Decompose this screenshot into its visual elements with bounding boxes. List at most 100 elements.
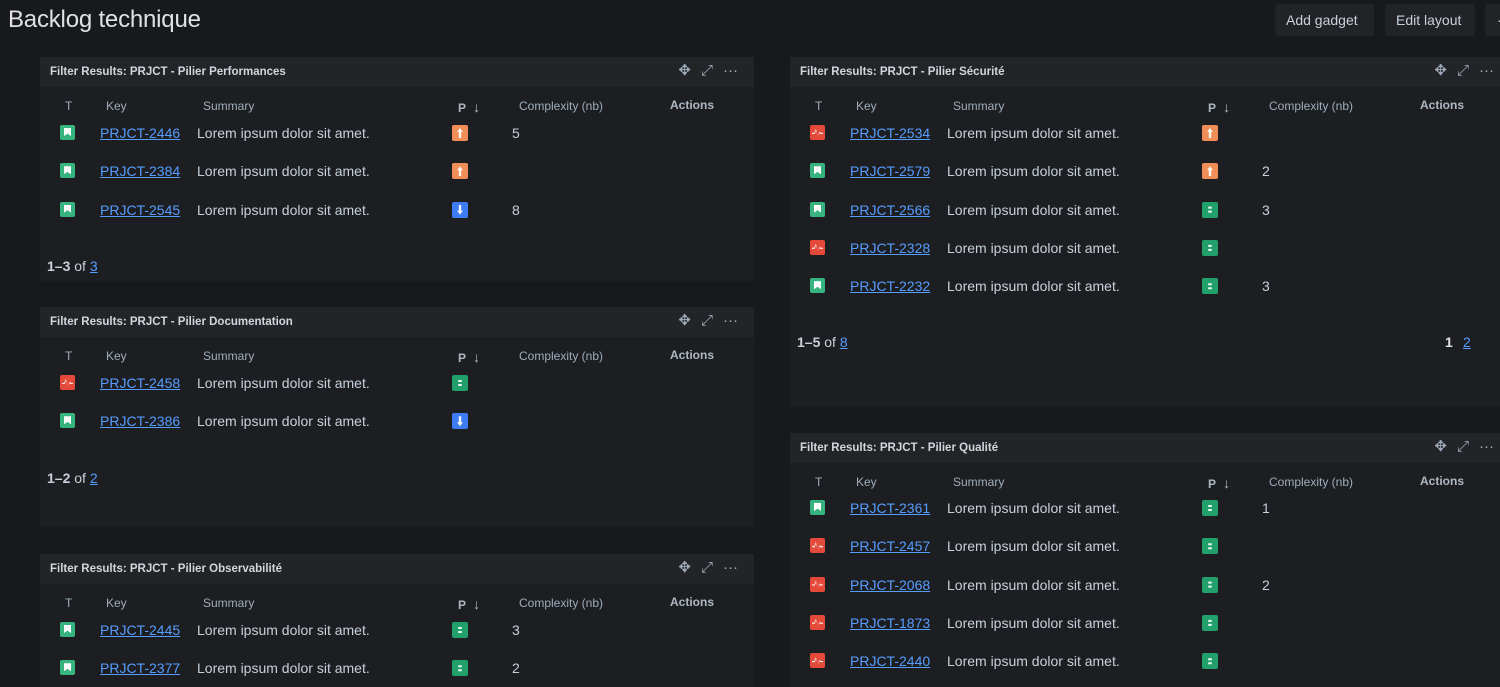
column-header-priority[interactable]: P ↓ [1208,475,1230,491]
column-header-type[interactable]: T [65,99,73,113]
story-icon [810,163,825,179]
gadget-header[interactable]: Filter Results: PRJCT - Pilier Qualité ✥… [790,433,1500,463]
column-header-complexity[interactable]: Complexity (nb) [1269,475,1354,489]
issue-key-link[interactable]: PRJCT-2361 [850,500,931,516]
move-icon[interactable]: ✥ [678,62,691,79]
issue-summary: Lorem ipsum dolor sit amet. [947,201,1120,218]
move-icon[interactable]: ✥ [1434,62,1447,79]
more-actions-button[interactable]: · [1485,4,1500,36]
issue-key-link[interactable]: PRJCT-2534 [850,125,931,141]
gadget-header[interactable]: Filter Results: PRJCT - Pilier Documenta… [40,307,754,337]
column-header-summary[interactable]: Summary [953,475,1005,489]
expand-icon[interactable]: ⤢ [700,312,713,329]
table-row: PRJCT-2445 Lorem ipsum dolor sit amet. 3 [40,613,754,647]
column-header-summary[interactable]: Summary [203,99,255,113]
page-number-1[interactable]: 1 [1445,334,1453,350]
issue-summary: Lorem ipsum dolor sit amet. [947,576,1120,593]
priority-medium-icon [1202,201,1218,218]
issue-key-link[interactable]: PRJCT-2579 [850,163,931,180]
issue-key-link[interactable]: PRJCT-2545 [100,201,181,218]
table-row: PRJCT-2566 Lorem ipsum dolor sit amet. 3 [790,193,1500,227]
expand-icon[interactable]: ⤢ [700,62,713,79]
sort-arrow-down-icon: ↓ [1223,475,1231,491]
pagination-range: 1–2 [47,470,71,486]
issue-key-link[interactable]: PRJCT-2458 [100,375,181,391]
column-header-complexity[interactable]: Complexity (nb) [1269,99,1354,113]
bug-icon [810,653,825,669]
expand-icon[interactable]: ⤢ [700,559,713,576]
column-header-type[interactable]: T [815,475,823,489]
column-header-priority[interactable]: P ↓ [458,349,480,365]
issue-key-link[interactable]: PRJCT-2446 [100,125,181,141]
priority-label: P [458,351,466,365]
story-icon [60,622,75,637]
column-header-complexity[interactable]: Complexity (nb) [519,99,604,113]
issue-key-link[interactable]: PRJCT-2068 [850,576,931,593]
table-row: PRJCT-2440 Lorem ipsum dolor sit amet. [790,644,1500,678]
issue-summary: Lorem ipsum dolor sit amet. [947,614,1120,631]
pagination-total-link[interactable]: 2 [89,470,98,486]
priority-medium-icon [452,622,468,638]
column-header-priority[interactable]: P ↓ [458,596,480,612]
more-icon[interactable]: ··· [1479,438,1494,455]
issue-key-link[interactable]: PRJCT-2440 [850,653,931,670]
column-header-summary[interactable]: Summary [203,349,255,363]
pagination-summary: 1–3 of 3 [47,258,98,274]
priority-high-icon [1202,125,1218,141]
story-icon [810,278,825,294]
column-header-summary[interactable]: Summary [203,596,255,610]
column-header-complexity[interactable]: Complexity (nb) [519,349,604,363]
expand-icon[interactable]: ⤢ [1456,62,1469,79]
table-row: PRJCT-2545 Lorem ipsum dolor sit amet. 8 [40,193,754,227]
pagination-total-link[interactable]: 3 [89,258,98,274]
issue-summary: Lorem ipsum dolor sit amet. [197,201,370,218]
gadget-title: Filter Results: PRJCT - Pilier Performan… [50,66,286,78]
complexity-value: 3 [1262,201,1270,218]
column-header-key[interactable]: Key [106,596,127,610]
pagination-range: 1–3 [47,258,71,274]
edit-layout-button[interactable]: Edit layout [1385,4,1475,36]
table-row: PRJCT-2328 Lorem ipsum dolor sit amet. [790,231,1500,265]
gadget-header[interactable]: Filter Results: PRJCT - Pilier Sécurité … [790,57,1500,87]
add-gadget-button[interactable]: Add gadget [1275,4,1374,36]
expand-icon[interactable]: ⤢ [1456,438,1469,455]
column-header-summary[interactable]: Summary [953,99,1005,113]
issue-key-link[interactable]: PRJCT-2384 [100,163,181,180]
column-header-key[interactable]: Key [106,349,127,363]
bug-icon [60,375,75,390]
column-header-priority[interactable]: P ↓ [1208,99,1230,115]
issue-summary: Lorem ipsum dolor sit amet. [197,622,370,638]
issue-key-link[interactable]: PRJCT-2328 [850,239,931,256]
column-header-complexity[interactable]: Complexity (nb) [519,596,604,610]
column-header-type[interactable]: T [65,349,73,363]
issue-key-link[interactable]: PRJCT-1873 [850,614,931,631]
filter-results-gadget: Filter Results: PRJCT - Pilier Sécurité … [790,57,1500,407]
column-header-priority[interactable]: P ↓ [458,99,480,115]
more-icon[interactable]: ··· [723,62,738,79]
move-icon[interactable]: ✥ [678,559,691,576]
move-icon[interactable]: ✥ [1434,438,1447,455]
more-icon[interactable]: ··· [723,312,738,329]
pagination-total-link[interactable]: 8 [839,334,848,350]
issue-key-link[interactable]: PRJCT-2386 [100,413,181,430]
more-icon[interactable]: ··· [723,559,738,576]
page-number-2[interactable]: 2 [1463,334,1471,350]
column-header-actions: Actions [1420,98,1465,112]
issue-key-link[interactable]: PRJCT-2377 [100,660,181,677]
pagination-of: of [74,258,86,274]
gadget-header[interactable]: Filter Results: PRJCT - Pilier Observabi… [40,554,754,584]
issue-key-link[interactable]: PRJCT-2445 [100,622,181,638]
issue-key-link[interactable]: PRJCT-2566 [850,201,931,218]
sort-arrow-down-icon: ↓ [1223,99,1231,115]
issue-key-link[interactable]: PRJCT-2457 [850,538,931,555]
column-header-type[interactable]: T [815,99,823,113]
column-header-key[interactable]: Key [856,99,877,113]
column-header-type[interactable]: T [65,596,73,610]
more-icon[interactable]: ··· [1479,62,1494,79]
move-icon[interactable]: ✥ [678,312,691,329]
gadget-header[interactable]: Filter Results: PRJCT - Pilier Performan… [40,57,754,87]
priority-label: P [1208,101,1216,115]
column-header-key[interactable]: Key [106,99,127,113]
issue-key-link[interactable]: PRJCT-2232 [850,278,931,295]
column-header-key[interactable]: Key [856,475,877,489]
